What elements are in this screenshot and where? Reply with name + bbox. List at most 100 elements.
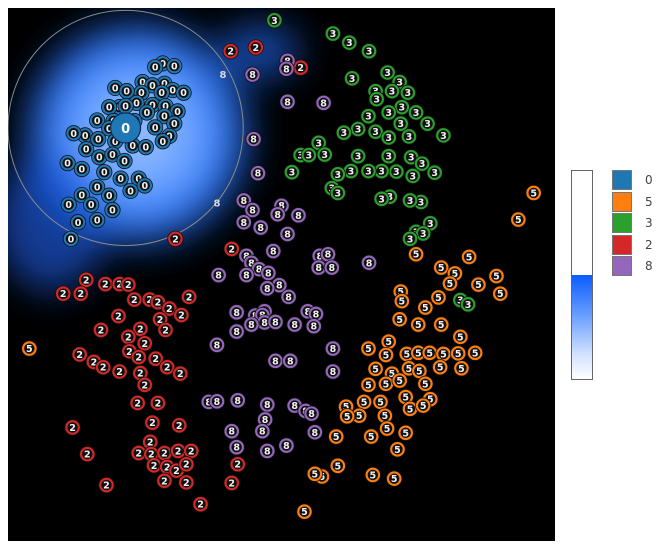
point-5[interactable]: 5 [360, 376, 377, 393]
point-5[interactable]: 5 [355, 393, 373, 410]
point-5[interactable]: 5 [378, 420, 396, 437]
point-5[interactable]: 5 [329, 457, 346, 474]
point-5[interactable]: 5 [360, 340, 377, 357]
point-0[interactable]: 0 [65, 125, 82, 142]
point-3[interactable]: 3 [349, 148, 367, 165]
point-5[interactable]: 5 [377, 346, 395, 364]
point-2[interactable]: 2 [55, 285, 72, 302]
point-5[interactable]: 5 [415, 397, 432, 414]
point-8[interactable]: 8 [208, 336, 226, 353]
point-5[interactable]: 5 [398, 345, 415, 363]
point-5[interactable]: 5 [391, 372, 408, 389]
point-5[interactable]: 5 [380, 333, 397, 350]
point-8[interactable]: 8 [306, 424, 323, 441]
point-3[interactable]: 3 [349, 120, 367, 138]
point-5[interactable]: 5 [389, 441, 406, 458]
point-3[interactable]: 3 [373, 190, 390, 207]
point-3[interactable]: 3 [360, 108, 377, 125]
point-2[interactable]: 2 [79, 446, 96, 463]
point-0[interactable]: 0 [89, 178, 106, 196]
point-3[interactable]: 3 [379, 64, 396, 81]
point-2[interactable]: 2 [130, 444, 147, 462]
point-8[interactable]: 8 [267, 313, 284, 331]
point-0[interactable]: 0 [83, 196, 100, 213]
point-8[interactable]: 8 [279, 225, 296, 243]
selection-center-marker[interactable]: 0 [110, 112, 142, 144]
point-8[interactable]: 8 [278, 60, 295, 77]
point-2[interactable]: 2 [171, 417, 188, 434]
point-3[interactable]: 3 [401, 192, 419, 209]
point-3[interactable]: 3 [360, 162, 377, 180]
point-3[interactable]: 3 [407, 104, 425, 121]
point-3[interactable]: 3 [412, 193, 430, 211]
point-5[interactable]: 5 [393, 293, 410, 310]
point-5[interactable]: 5 [452, 328, 469, 345]
point-3[interactable]: 3 [341, 34, 358, 51]
point-0[interactable]: 0 [60, 196, 77, 213]
selection-ring[interactable] [8, 9, 244, 246]
point-3[interactable]: 3 [324, 25, 342, 42]
point-2[interactable]: 2 [92, 321, 110, 339]
point-3[interactable]: 3 [459, 296, 477, 313]
point-3[interactable]: 3 [329, 184, 346, 202]
point-8[interactable]: 8 [244, 66, 261, 83]
point-5[interactable]: 5 [450, 345, 467, 362]
point-8[interactable]: 8 [315, 94, 332, 111]
point-0[interactable]: 0 [128, 94, 145, 111]
point-2[interactable]: 2 [157, 321, 174, 339]
point-0[interactable]: 0 [118, 83, 135, 100]
point-5[interactable]: 5 [432, 359, 449, 376]
point-5[interactable]: 5 [453, 360, 470, 377]
point-8[interactable]: 8 [323, 259, 340, 276]
point-3[interactable]: 3 [316, 146, 333, 163]
point-8[interactable]: 8 [279, 93, 296, 110]
point-8[interactable]: 8 [307, 305, 325, 323]
point-8[interactable]: 8 [265, 242, 282, 260]
point-8[interactable]: 8 [252, 219, 269, 236]
point-3[interactable]: 3 [380, 148, 397, 165]
point-8[interactable]: 8 [282, 352, 299, 369]
point-2[interactable]: 2 [229, 456, 246, 473]
point-5[interactable]: 5 [461, 248, 478, 266]
point-5[interactable]: 5 [397, 424, 414, 441]
point-5[interactable]: 5 [433, 316, 450, 333]
point-5[interactable]: 5 [488, 267, 505, 285]
point-2[interactable]: 2 [183, 442, 200, 460]
point-8[interactable]: 8 [245, 131, 262, 148]
point-5[interactable]: 5 [417, 299, 434, 316]
point-3[interactable]: 3 [373, 162, 390, 180]
point-0[interactable]: 0 [104, 146, 121, 163]
legend-item-5[interactable]: 5 [612, 191, 662, 214]
point-5[interactable]: 5 [441, 275, 459, 292]
point-5[interactable]: 5 [410, 316, 427, 333]
point-5[interactable]: 5 [410, 344, 427, 361]
point-8[interactable]: 8 [243, 316, 260, 333]
point-5[interactable]: 5 [367, 360, 384, 377]
point-3[interactable]: 3 [401, 230, 419, 247]
point-5[interactable]: 5 [376, 407, 393, 424]
point-5[interactable]: 5 [433, 259, 450, 276]
point-8[interactable]: 8 [228, 304, 245, 321]
point-3[interactable]: 3 [419, 115, 436, 132]
point-5[interactable]: 5 [470, 276, 487, 293]
point-2[interactable]: 2 [98, 476, 115, 494]
point-8[interactable]: 8 [259, 442, 276, 460]
point-8[interactable]: 8 [228, 439, 245, 456]
point-3[interactable]: 3 [380, 104, 397, 121]
point-3[interactable]: 3 [342, 162, 360, 180]
point-5[interactable]: 5 [421, 344, 438, 361]
point-5[interactable]: 5 [306, 465, 323, 482]
point-2[interactable]: 2 [126, 291, 143, 308]
point-2[interactable]: 2 [222, 43, 239, 60]
point-0[interactable]: 0 [69, 214, 87, 231]
point-3[interactable]: 3 [300, 147, 317, 164]
point-3[interactable]: 3 [400, 128, 418, 145]
point-2[interactable]: 2 [156, 472, 173, 489]
point-8[interactable]: 8 [269, 206, 286, 223]
point-2[interactable]: 2 [168, 462, 185, 479]
point-5[interactable]: 5 [351, 407, 368, 424]
point-8[interactable]: 8 [324, 363, 342, 380]
point-0[interactable]: 0 [116, 152, 133, 170]
point-0[interactable]: 0 [78, 141, 95, 158]
